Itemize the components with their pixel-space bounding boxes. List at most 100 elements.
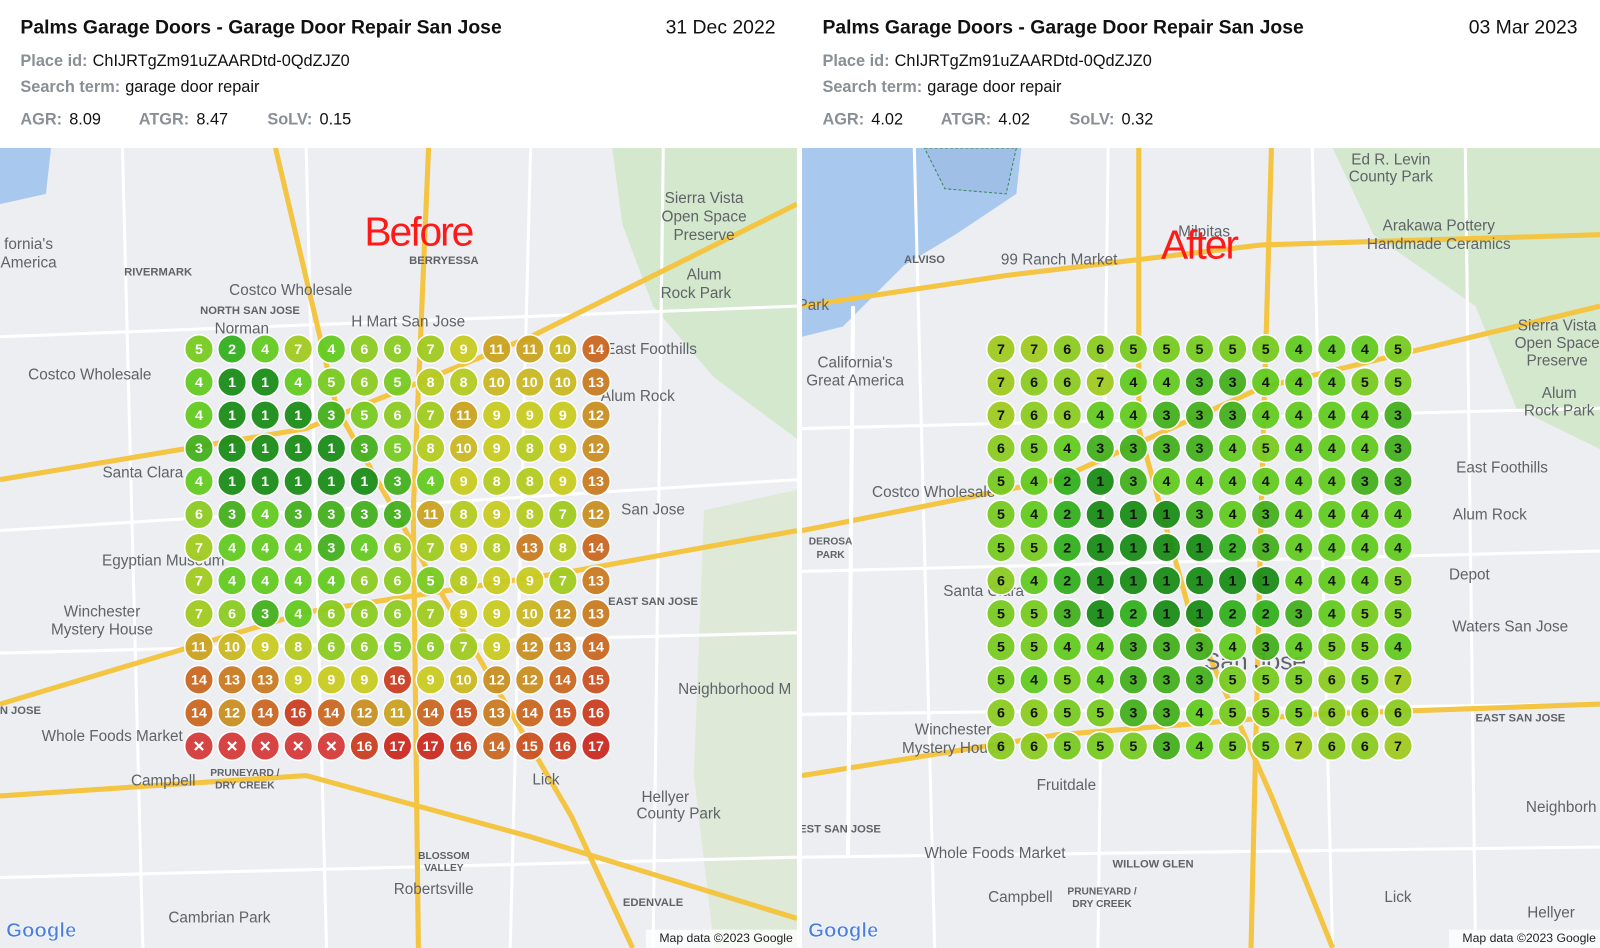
rank-marker (283, 499, 314, 530)
rank-marker (1118, 499, 1149, 530)
rank-marker (1019, 664, 1050, 695)
rank-label: 5 (1129, 342, 1137, 358)
rank-marker (580, 333, 612, 365)
rank-marker (283, 333, 314, 365)
rank-label: 2 (1229, 606, 1237, 622)
rank-marker (1316, 433, 1347, 464)
rank-label: 7 (427, 540, 435, 556)
rank-label: 4 (1262, 408, 1270, 424)
rank-label: 5 (327, 375, 335, 391)
rank-label: 1 (228, 408, 236, 424)
rank-label: 4 (1328, 441, 1336, 457)
rank-marker (382, 466, 413, 497)
park-area (612, 147, 797, 439)
rank-marker (349, 433, 380, 464)
rank-marker (481, 730, 512, 762)
rank-label: 4 (1361, 342, 1369, 358)
rank-marker (1382, 631, 1414, 662)
rank-marker (183, 631, 215, 662)
rank-label: 4 (294, 540, 302, 556)
map-label: Santa Clara (102, 465, 183, 482)
rank-label: 3 (1196, 673, 1204, 689)
rank-label: 6 (1328, 739, 1336, 755)
rank-label: 17 (588, 739, 604, 755)
rank-label: 3 (261, 606, 269, 622)
rank-marker (1283, 730, 1314, 762)
rank-marker (547, 631, 578, 662)
rank-marker (514, 730, 545, 762)
rank-marker (250, 333, 281, 365)
rank-label: 9 (493, 507, 501, 523)
map-label: PRUNEYARD / (210, 768, 279, 779)
rank-label: 1 (1196, 540, 1204, 556)
rank-label: 5 (1361, 606, 1369, 622)
rank-label: 16 (390, 673, 406, 689)
map-label: California's (818, 354, 894, 371)
rank-marker (1349, 697, 1380, 728)
rank-marker (1217, 532, 1248, 563)
rank-marker (415, 499, 446, 530)
rank-marker (448, 466, 479, 497)
rank-label: 4 (1394, 507, 1402, 523)
rank-marker (217, 499, 248, 530)
rank-label: 16 (588, 706, 604, 722)
rank-marker (514, 499, 545, 530)
rank-label: 5 (997, 507, 1005, 523)
rank-label: 4 (1328, 375, 1336, 391)
rank-marker (316, 631, 347, 662)
rank-marker (448, 598, 479, 629)
rank-marker (481, 532, 512, 563)
divider (796, 147, 803, 948)
rank-label: 1 (327, 441, 335, 457)
info-label: Place id: (20, 53, 87, 71)
rank-marker (1118, 565, 1149, 596)
rank-label: 3 (1196, 375, 1204, 391)
rank-marker (415, 400, 446, 431)
rank-marker (514, 631, 545, 662)
rank-marker (448, 664, 479, 695)
rank-label: 4 (1096, 673, 1104, 689)
expressway (845, 306, 856, 858)
rank-label: 2 (1063, 507, 1071, 523)
rank-marker (316, 565, 347, 596)
rank-marker (316, 598, 347, 629)
map-label: Arakawa Pottery (1383, 218, 1496, 235)
rank-label: 4 (261, 342, 269, 358)
rank-marker (382, 730, 413, 762)
metric-value: 8.47 (196, 111, 228, 129)
rank-label: 8 (526, 474, 534, 490)
rank-marker (1085, 565, 1116, 596)
rank-label: 15 (588, 673, 604, 689)
rank-marker (1184, 565, 1215, 596)
rank-label: 6 (1030, 375, 1038, 391)
rank-marker (514, 697, 545, 728)
map-label: Depot (1449, 567, 1491, 584)
rank-marker (1085, 664, 1116, 695)
metric-label: ATGR: (139, 111, 189, 129)
rank-label: 5 (1394, 342, 1402, 358)
rank-marker (415, 565, 446, 596)
rank-marker (217, 433, 248, 464)
rank-marker (382, 631, 413, 662)
map-label: America (1, 254, 58, 271)
rank-label: 4 (1229, 474, 1237, 490)
rank-marker (1151, 367, 1182, 398)
rank-label: 3 (1063, 606, 1071, 622)
rank-label: 5 (1262, 342, 1270, 358)
rank-label: 4 (1361, 573, 1369, 589)
map-label: Open Space (1515, 335, 1600, 352)
rank-label: 4 (1196, 739, 1204, 755)
rank-label: 15 (456, 706, 472, 722)
map-label: Sierra Vista (1518, 318, 1597, 335)
metric-label: ATGR: (941, 111, 991, 129)
rank-label: 3 (394, 507, 402, 523)
rank-label: 5 (394, 375, 402, 391)
rank-label: 6 (1361, 739, 1369, 755)
rank-marker (1283, 499, 1314, 530)
rank-label: 3 (294, 507, 302, 523)
rank-label: 3 (327, 540, 335, 556)
rank-label: 3 (360, 507, 368, 523)
rank-label: 4 (1030, 474, 1038, 490)
rank-marker (349, 565, 380, 596)
rank-label: 5 (997, 474, 1005, 490)
